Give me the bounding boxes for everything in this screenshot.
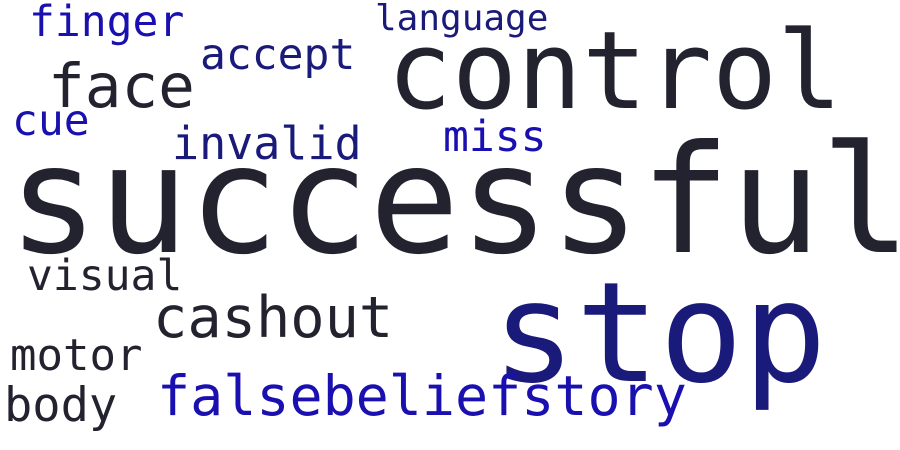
word-control: control	[387, 9, 843, 134]
word-visual: visual	[27, 251, 183, 301]
word-successful: successful	[8, 114, 900, 288]
word-falsebeliefstory: falsebeliefstory	[157, 364, 687, 428]
word-invalid: invalid	[172, 117, 362, 170]
word-stop: stop	[492, 252, 827, 414]
word-cue: cue	[12, 96, 90, 146]
word-miss: miss	[443, 112, 547, 162]
word-body: body	[4, 378, 118, 433]
word-finger: finger	[29, 0, 185, 47]
word-motor: motor	[10, 330, 143, 381]
word-language: language	[375, 0, 549, 39]
word-cashout: cashout	[153, 285, 394, 351]
word-face: face	[48, 51, 195, 122]
word-accept: accept	[200, 30, 356, 80]
